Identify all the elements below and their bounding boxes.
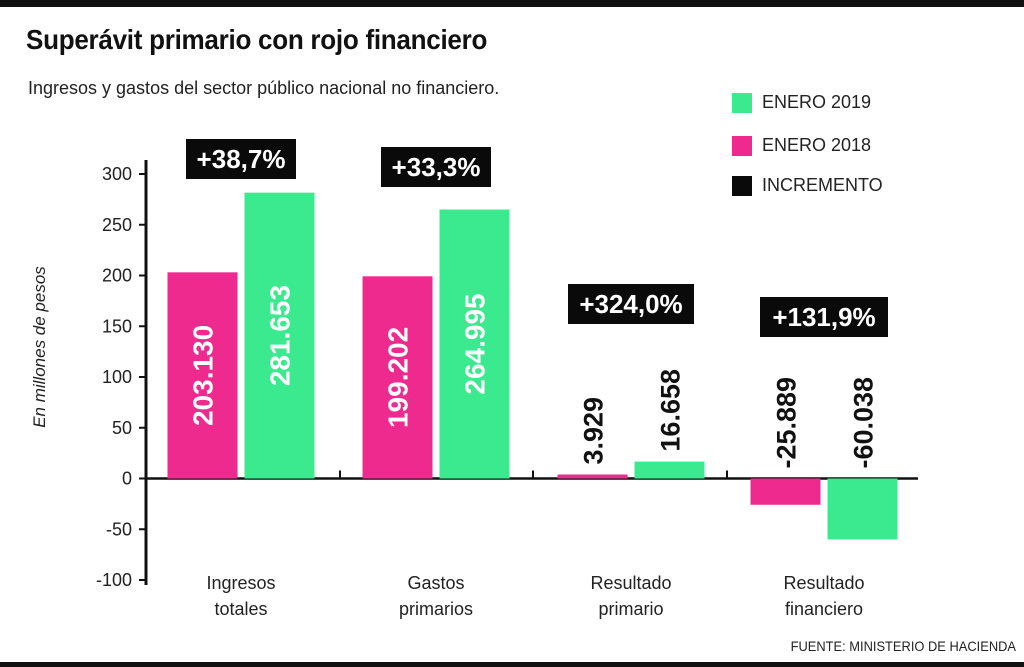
chart-subtitle: Ingresos y gastos del sector público nac… — [28, 78, 500, 98]
category-label-2-line-2: primarios — [399, 599, 473, 619]
bottom-rule — [0, 662, 1024, 667]
y-tick-label: -50 — [106, 519, 132, 539]
category-label-3-line-1: Resultado — [590, 573, 671, 593]
category-label-1-line-2: totales — [214, 599, 267, 619]
category-label-1-line-1: Ingresos — [206, 573, 275, 593]
chart-title: Superávit primario con rojo financiero — [26, 24, 488, 55]
legend-label-enero-2018: ENERO 2018 — [762, 135, 872, 155]
legend-item-incremento: INCREMENTO — [732, 175, 883, 196]
increment-badge-2 — [381, 147, 491, 187]
increment-label-3: +324,0% — [579, 289, 682, 319]
category-label-3-line-2: primario — [598, 599, 663, 619]
bar-enero-2019-4 — [827, 478, 898, 540]
y-tick-label: 250 — [102, 215, 132, 235]
data-label-3-2: 16.658 — [656, 369, 686, 452]
y-tick-label: -100 — [96, 570, 132, 590]
legend-item-enero-2019: ENERO 2019 — [732, 92, 871, 113]
data-label-2-2: 264.995 — [460, 293, 491, 394]
bar-enero-2019-3 — [634, 461, 705, 479]
legend-swatch-enero-2019 — [732, 92, 752, 113]
data-label-1-2: 281.653 — [265, 285, 296, 386]
legend-item-enero-2018: ENERO 2018 — [732, 135, 871, 156]
y-tick-label: 300 — [102, 164, 132, 184]
legend-swatch-incremento — [732, 175, 752, 196]
category-label-2-line-1: Gastos — [407, 573, 464, 593]
data-label-3-1: 3.929 — [579, 397, 609, 465]
source-note: FUENTE: MINISTERIO DE HACIENDA — [790, 638, 1016, 654]
bar-enero-2018-4 — [750, 478, 821, 505]
y-tick-label: 150 — [102, 316, 132, 336]
increment-label-2: +33,3% — [392, 152, 481, 182]
data-label-1-1: 203.130 — [188, 325, 219, 426]
category-label-4-line-1: Resultado — [783, 573, 864, 593]
data-label-4-2: -60.038 — [849, 377, 879, 469]
data-label-4-1: -25.889 — [772, 377, 802, 469]
increment-badge-1 — [186, 139, 296, 179]
increment-label-1: +38,7% — [197, 144, 286, 174]
increment-badge-3 — [568, 284, 694, 324]
legend-label-incremento: INCREMENTO — [762, 175, 883, 195]
top-rule — [0, 0, 1024, 7]
y-tick-label: 50 — [112, 418, 132, 438]
category-label-4-line-2: financiero — [785, 599, 863, 619]
bar-enero-2018-3 — [557, 474, 628, 479]
y-tick-label: 0 — [122, 469, 132, 489]
y-tick-label: 200 — [102, 266, 132, 286]
bar-enero-2019-1 — [244, 192, 315, 479]
bar-enero-2018-2 — [362, 276, 433, 479]
legend-label-enero-2019: ENERO 2019 — [762, 92, 872, 112]
bar-enero-2019-2 — [439, 209, 510, 479]
increment-label-4: +131,9% — [772, 302, 875, 332]
y-axis-title: En millones de pesos — [30, 266, 49, 428]
data-label-2-1: 199.202 — [383, 327, 414, 428]
y-tick-label: 100 — [102, 367, 132, 387]
bar-enero-2018-1 — [167, 272, 238, 479]
increment-badge-4 — [760, 297, 888, 337]
legend-swatch-enero-2018 — [732, 135, 752, 156]
